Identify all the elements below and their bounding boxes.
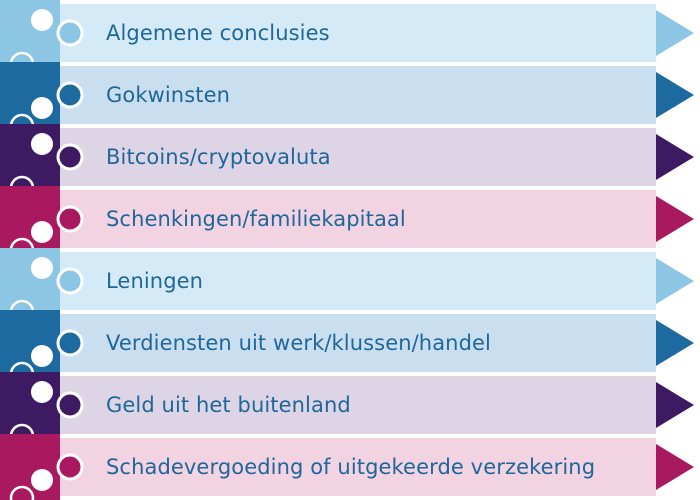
puzzle-notch: [31, 345, 53, 367]
puzzle-notch: [31, 221, 53, 243]
label-band: [60, 314, 656, 372]
label-band: [60, 66, 656, 124]
arrow-marker: [656, 196, 694, 242]
row-label: Verdiensten uit werk/klussen/handel: [106, 331, 491, 355]
row-label: Algemene conclusies: [106, 21, 330, 45]
puzzle-tab: [56, 267, 84, 295]
row-label: Gokwinsten: [106, 83, 231, 107]
arrow-marker: [656, 134, 694, 180]
row-label: Schadevergoeding of uitgekeerde verzeker…: [106, 455, 596, 479]
label-band: [60, 252, 656, 310]
row-label: Schenkingen/familiekapitaal: [106, 207, 406, 231]
puzzle-tab: [56, 329, 84, 357]
arrow-marker: [656, 10, 694, 56]
puzzle-tab: [56, 453, 84, 481]
arrow-column: [656, 10, 694, 490]
row-label: Leningen: [106, 269, 204, 293]
arrow-marker: [656, 72, 694, 118]
label-band: [60, 128, 656, 186]
label-band: [60, 376, 656, 434]
puzzle-tab: [56, 81, 84, 109]
arrow-marker: [656, 444, 694, 490]
label-band: [60, 190, 656, 248]
puzzle-notch: [31, 9, 53, 31]
puzzle-tab: [56, 391, 84, 419]
puzzle-knob: [9, 485, 35, 500]
arrow-marker: [656, 258, 694, 304]
puzzle-column: [0, 0, 84, 500]
puzzle-notch: [31, 381, 53, 403]
puzzle-notch: [31, 97, 53, 119]
row-label: Bitcoins/cryptovaluta: [106, 145, 331, 169]
label-band: [60, 438, 656, 496]
arrow-marker: [656, 382, 694, 428]
puzzle-tab: [56, 19, 84, 47]
arrow-marker: [656, 320, 694, 366]
puzzle-tab: [56, 205, 84, 233]
puzzle-notch: [31, 257, 53, 279]
row-label: Geld uit het buitenland: [106, 393, 351, 417]
label-band: [60, 4, 656, 62]
puzzle-tab: [56, 143, 84, 171]
label-bands: [60, 4, 656, 496]
puzzle-notch: [31, 133, 53, 155]
puzzle-notch: [31, 469, 53, 491]
